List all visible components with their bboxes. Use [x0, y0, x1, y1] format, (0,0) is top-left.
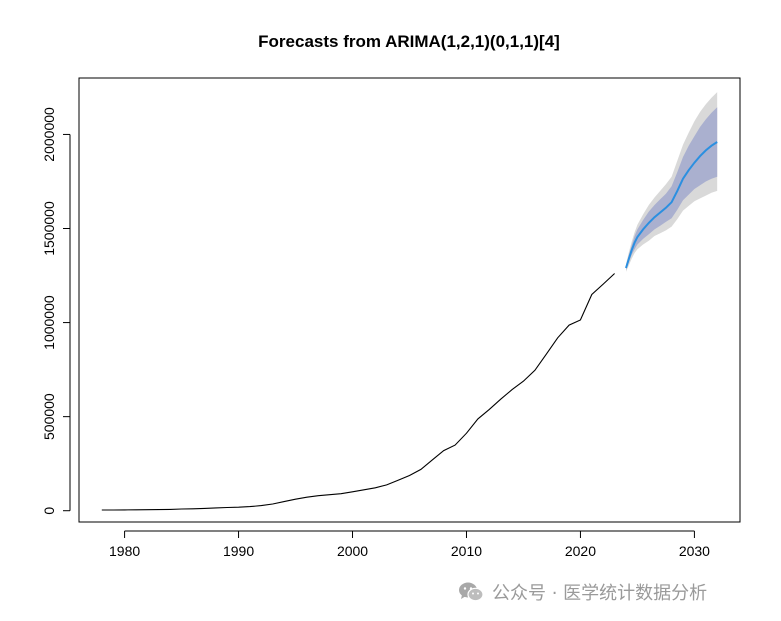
x-axis: 1980 1990 2000 2010 2020 2030: [109, 530, 710, 559]
x-tick-label: 1980: [109, 543, 140, 559]
wechat-icon: [459, 582, 484, 602]
watermark: 公众号 · 医学统计数据分析: [458, 579, 707, 605]
y-tick-label: 1500000: [41, 201, 57, 256]
y-axis: 0 500000 1000000 1500000 2000000: [41, 107, 71, 515]
x-tick-label: 1990: [223, 543, 254, 559]
series-line-observed: [101, 273, 615, 511]
x-tick-label: 2020: [565, 543, 596, 559]
series-lines: [101, 141, 718, 511]
x-tick-label: 2030: [679, 543, 710, 559]
x-tick-label: 2000: [337, 543, 368, 559]
y-tick-label: 500000: [41, 393, 57, 440]
series-line-forecast: [625, 141, 718, 269]
watermark-text: 公众号 · 医学统计数据分析: [492, 583, 708, 604]
y-tick-label: 0: [41, 507, 57, 515]
band-80: [626, 107, 718, 270]
plot-box: [78, 77, 741, 523]
chart-title: Forecasts from ARIMA(1,2,1)(0,1,1)[4]: [258, 32, 560, 51]
x-tick-label: 2010: [451, 543, 482, 559]
y-tick-label: 1000000: [41, 295, 57, 350]
prediction-intervals: [626, 92, 718, 272]
y-tick-label: 2000000: [41, 107, 57, 162]
